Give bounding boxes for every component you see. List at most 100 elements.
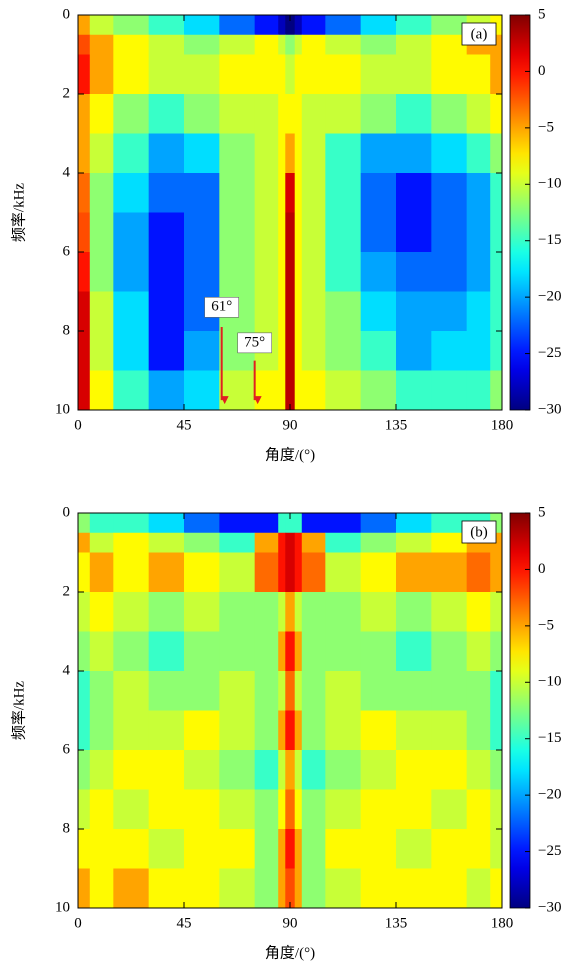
- heatmap-cell: [148, 370, 185, 411]
- heatmap-cell: [184, 331, 220, 371]
- heatmap-cell: [294, 252, 303, 292]
- heatmap-cell: [466, 173, 491, 213]
- heatmap-cell: [89, 532, 114, 553]
- heatmap-cell: [431, 34, 468, 55]
- heatmap-cell: [78, 54, 91, 95]
- heatmap-cell: [431, 631, 468, 672]
- heatmap-cell: [301, 370, 326, 411]
- x-tick-label: 135: [385, 417, 408, 433]
- heatmap-cell: [490, 94, 503, 134]
- heatmap-cell: [301, 15, 326, 36]
- heatmap-cell: [490, 291, 503, 332]
- heatmap-cell: [294, 173, 303, 213]
- heatmap-cell: [278, 532, 286, 553]
- heatmap-cell: [325, 173, 362, 213]
- heatmap-cell: [89, 631, 114, 672]
- heatmap-cell: [148, 532, 185, 553]
- heatmap-cell: [78, 173, 91, 213]
- y-tick-label: 2: [63, 85, 71, 101]
- heatmap-cell: [254, 532, 279, 553]
- heatmap-cell: [254, 54, 279, 95]
- heatmap-cell: [184, 789, 220, 830]
- heatmap-cell: [219, 592, 256, 632]
- heatmap-cell: [278, 829, 286, 869]
- colorbar-tick-label: −15: [538, 730, 561, 746]
- heatmap-cell: [431, 212, 468, 253]
- panel-label-box: [461, 22, 497, 46]
- heatmap-cell: [89, 331, 114, 371]
- y-axis-label: 频率/kHz: [10, 183, 27, 243]
- heatmap-cell: [396, 513, 432, 534]
- heatmap-cell: [466, 789, 491, 830]
- heatmap-cell: [294, 370, 303, 411]
- heatmap-cell: [466, 631, 491, 672]
- heatmap-cell: [278, 671, 286, 711]
- heatmap-cell: [285, 532, 296, 553]
- heatmap-cell: [466, 592, 491, 632]
- heatmap-cell: [113, 252, 150, 292]
- heatmap-cell: [431, 671, 468, 711]
- y-tick-label: 8: [63, 322, 71, 338]
- y-axis-label: 频率/kHz: [10, 681, 27, 741]
- annotation-label: 75°: [244, 334, 265, 350]
- x-tick-label: 180: [491, 915, 514, 931]
- heatmap-cell: [301, 868, 326, 909]
- heatmap-cell: [466, 710, 491, 751]
- heatmap-cell: [360, 829, 397, 869]
- heatmap-cell: [466, 212, 491, 253]
- heatmap-cell: [148, 15, 185, 36]
- heatmap-cell: [301, 789, 326, 830]
- heatmap-cell: [113, 212, 150, 253]
- colorbar-tick-label: −30: [538, 401, 561, 417]
- heatmap-cell: [184, 54, 220, 95]
- heatmap-cell: [278, 252, 286, 292]
- heatmap-cell: [148, 671, 185, 711]
- y-tick-label: 4: [63, 164, 71, 180]
- heatmap-cell: [396, 212, 432, 253]
- heatmap-cell: [301, 532, 326, 553]
- heatmap-cell: [184, 631, 220, 672]
- y-tick-label: 2: [63, 583, 71, 599]
- heatmap-cell: [78, 291, 91, 332]
- heatmap-cell: [89, 54, 114, 95]
- heatmap-cell: [360, 513, 397, 534]
- heatmap-cell: [254, 133, 279, 174]
- heatmap-cell: [148, 94, 185, 134]
- heatmap-cell: [78, 34, 91, 55]
- annotation-label: 61°: [211, 299, 232, 315]
- heatmap-cell: [113, 15, 150, 36]
- heatmap-cell: [294, 829, 303, 869]
- heatmap-cell: [325, 212, 362, 253]
- heatmap-cell: [431, 592, 468, 632]
- heatmap-cell: [325, 34, 362, 55]
- heatmap-cell: [254, 252, 279, 292]
- heatmap-cell: [219, 513, 256, 534]
- heatmap-cell: [294, 789, 303, 830]
- heatmap-cell: [148, 212, 185, 253]
- heatmap-cell: [431, 829, 468, 869]
- heatmap-cell: [396, 789, 432, 830]
- heatmap-cell: [113, 532, 150, 553]
- heatmap-cell: [396, 291, 432, 332]
- heatmap-cell: [285, 15, 296, 36]
- heatmap-cell: [285, 592, 296, 632]
- heatmap-cell: [325, 532, 362, 553]
- heatmap-cell: [325, 370, 362, 411]
- panel-label: (a): [471, 26, 488, 42]
- heatmap-cell: [325, 829, 362, 869]
- heatmap-cell: [360, 789, 397, 830]
- heatmap-cell: [301, 212, 326, 253]
- heatmap-cell: [360, 94, 397, 134]
- heatmap-cell: [78, 631, 91, 672]
- annotation-box: [237, 332, 272, 354]
- heatmap-cell: [396, 710, 432, 751]
- heatmap-cell: [431, 552, 468, 593]
- heatmap-cell: [113, 671, 150, 711]
- heatmap-cell: [285, 513, 296, 534]
- heatmap-cell: [148, 54, 185, 95]
- heatmap-cell: [254, 15, 279, 36]
- heatmap-cell: [325, 133, 362, 174]
- heatmap-cell: [278, 750, 286, 790]
- heatmap-cell: [89, 592, 114, 632]
- heatmap-cell: [278, 592, 286, 632]
